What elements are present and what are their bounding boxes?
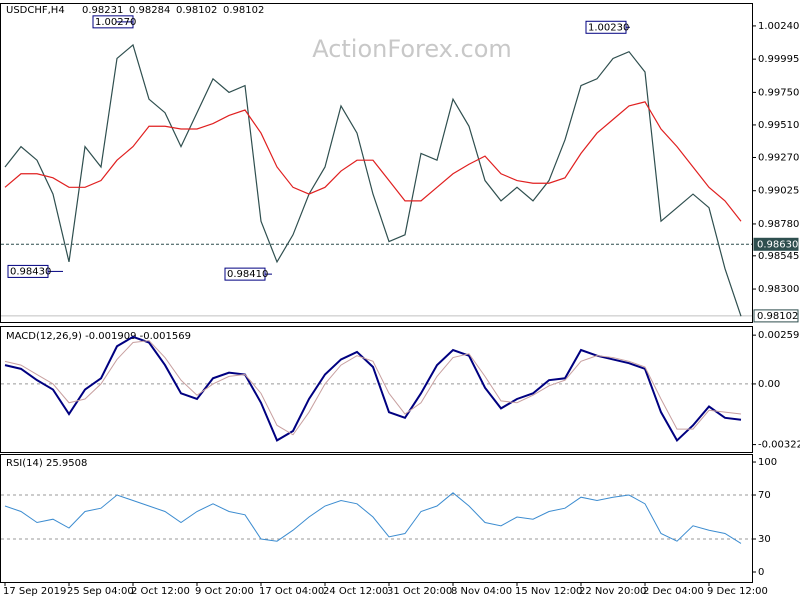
x-tick-label: 8 Nov 04:00 bbox=[451, 586, 512, 597]
y-tick-label: 0.99995 bbox=[758, 54, 799, 65]
x-tick-label: 31 Oct 20:00 bbox=[387, 586, 452, 597]
ohlc-value: 0.98231 bbox=[82, 5, 123, 16]
ohlc-value: 0.98102 bbox=[223, 5, 264, 16]
series-line bbox=[4, 43, 742, 317]
annotation: 1.00270 bbox=[95, 17, 136, 28]
panel-frame bbox=[0, 326, 753, 453]
y-tick-label: 0.00259 bbox=[758, 330, 799, 341]
price-label-box bbox=[753, 237, 799, 251]
y-tick-label: 0 bbox=[758, 567, 764, 578]
series-line bbox=[4, 335, 742, 443]
panel-frame bbox=[0, 454, 753, 583]
price-label: 0.98630 bbox=[757, 239, 798, 250]
y-tick-label: 0.99025 bbox=[758, 186, 799, 197]
x-tick-label: 24 Oct 12:00 bbox=[323, 586, 388, 597]
panel-frame bbox=[0, 3, 753, 323]
series-line bbox=[4, 340, 742, 436]
watermark: ActionForex.com bbox=[312, 35, 512, 63]
series-line bbox=[4, 492, 742, 544]
series-line bbox=[4, 101, 742, 222]
y-tick-label: 0.99510 bbox=[758, 120, 799, 131]
x-tick-label: 9 Dec 12:00 bbox=[707, 586, 768, 597]
price-label-box bbox=[753, 309, 799, 323]
y-tick-label: 30 bbox=[758, 534, 771, 545]
x-tick-label: 22 Nov 20:00 bbox=[579, 586, 646, 597]
ohlc-value: 0.98102 bbox=[176, 5, 217, 16]
y-tick-label: 100 bbox=[758, 457, 777, 468]
y-tick-label: 0.99750 bbox=[758, 87, 799, 98]
macd-title: MACD(12,26,9) -0.001909 -0.001569 bbox=[6, 331, 191, 342]
x-tick-label: 17 Sep 2019 bbox=[3, 586, 66, 597]
annotation: 1.00230 bbox=[588, 22, 629, 33]
x-tick-label: 15 Nov 12:00 bbox=[515, 586, 582, 597]
rsi-title: RSI(14) 25.9508 bbox=[6, 458, 87, 469]
ohlc-value: 0.98284 bbox=[129, 5, 170, 16]
ohlc-header: 0.98231 0.98284 0.98102 0.98102 bbox=[82, 5, 264, 16]
y-tick-label: 70 bbox=[758, 490, 771, 501]
x-tick-label: 9 Oct 20:00 bbox=[195, 586, 254, 597]
annotation: 0.98430 bbox=[10, 266, 51, 277]
annotation: 0.98410 bbox=[227, 269, 268, 280]
y-tick-label: 0.00 bbox=[758, 379, 780, 390]
x-tick-label: 25 Sep 04:00 bbox=[67, 586, 134, 597]
x-tick-label: 2 Dec 04:00 bbox=[643, 586, 704, 597]
y-tick-label: 0.98780 bbox=[758, 219, 799, 230]
price-label: 0.98102 bbox=[757, 311, 798, 322]
symbol: USDCHF,H4 bbox=[6, 5, 65, 16]
y-tick-label: 0.98300 bbox=[758, 284, 799, 295]
x-tick-label: 17 Oct 04:00 bbox=[259, 586, 324, 597]
y-tick-label: 0.99270 bbox=[758, 152, 799, 163]
y-tick-label: 1.00240 bbox=[758, 21, 799, 32]
y-tick-label: 0.98545 bbox=[758, 251, 799, 262]
x-tick-label: 2 Oct 12:00 bbox=[131, 586, 190, 597]
